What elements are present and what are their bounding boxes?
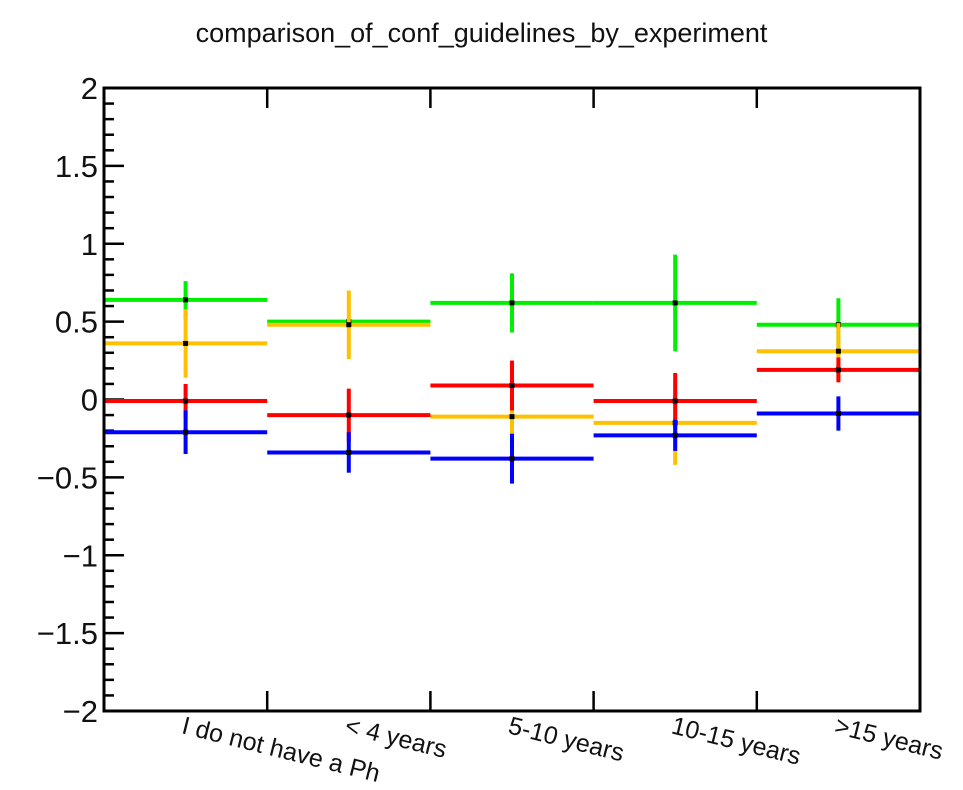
y-tick-label: −1 — [63, 538, 98, 573]
data-point-marker — [835, 348, 841, 354]
x-category-label: >15 years — [832, 712, 946, 766]
y-tick-label: 1 — [81, 227, 98, 262]
data-point-marker — [346, 449, 352, 455]
data-point-marker — [183, 429, 189, 435]
y-tick-label: −0.5 — [37, 460, 98, 495]
data-point-marker — [183, 340, 189, 346]
data-series — [104, 396, 920, 484]
chart-title: comparison_of_conf_guidelines_by_experim… — [195, 18, 768, 48]
data-series — [104, 254, 920, 352]
series-layer — [104, 254, 920, 484]
y-tick-label: 2 — [81, 71, 98, 106]
data-point-marker — [672, 300, 678, 306]
data-point-marker — [346, 322, 352, 328]
data-point-marker — [509, 300, 515, 306]
x-category-label: 5-10 years — [506, 712, 627, 768]
axis-ticks — [104, 86, 759, 713]
y-tick-label: 1.5 — [55, 149, 98, 184]
plot-frame — [102, 86, 922, 713]
data-point-marker — [509, 382, 515, 388]
y-tick-label: 0.5 — [55, 305, 98, 340]
data-point-marker — [835, 367, 841, 373]
y-tick-label: −2 — [63, 694, 98, 729]
data-point-marker — [509, 456, 515, 462]
data-series — [104, 357, 920, 442]
y-tick-label: −1.5 — [37, 616, 98, 651]
data-point-marker — [183, 398, 189, 404]
data-point-marker — [672, 432, 678, 438]
y-tick-label: 0 — [81, 383, 98, 418]
x-category-label: 10-15 years — [669, 712, 804, 771]
axis-labels: −2−1.5−1−0.500.511.52I do not have a Ph<… — [37, 71, 946, 788]
data-point-marker — [346, 412, 352, 418]
data-point-marker — [672, 398, 678, 404]
data-point-marker — [835, 411, 841, 417]
data-point-marker — [509, 414, 515, 420]
data-point-marker — [183, 297, 189, 303]
